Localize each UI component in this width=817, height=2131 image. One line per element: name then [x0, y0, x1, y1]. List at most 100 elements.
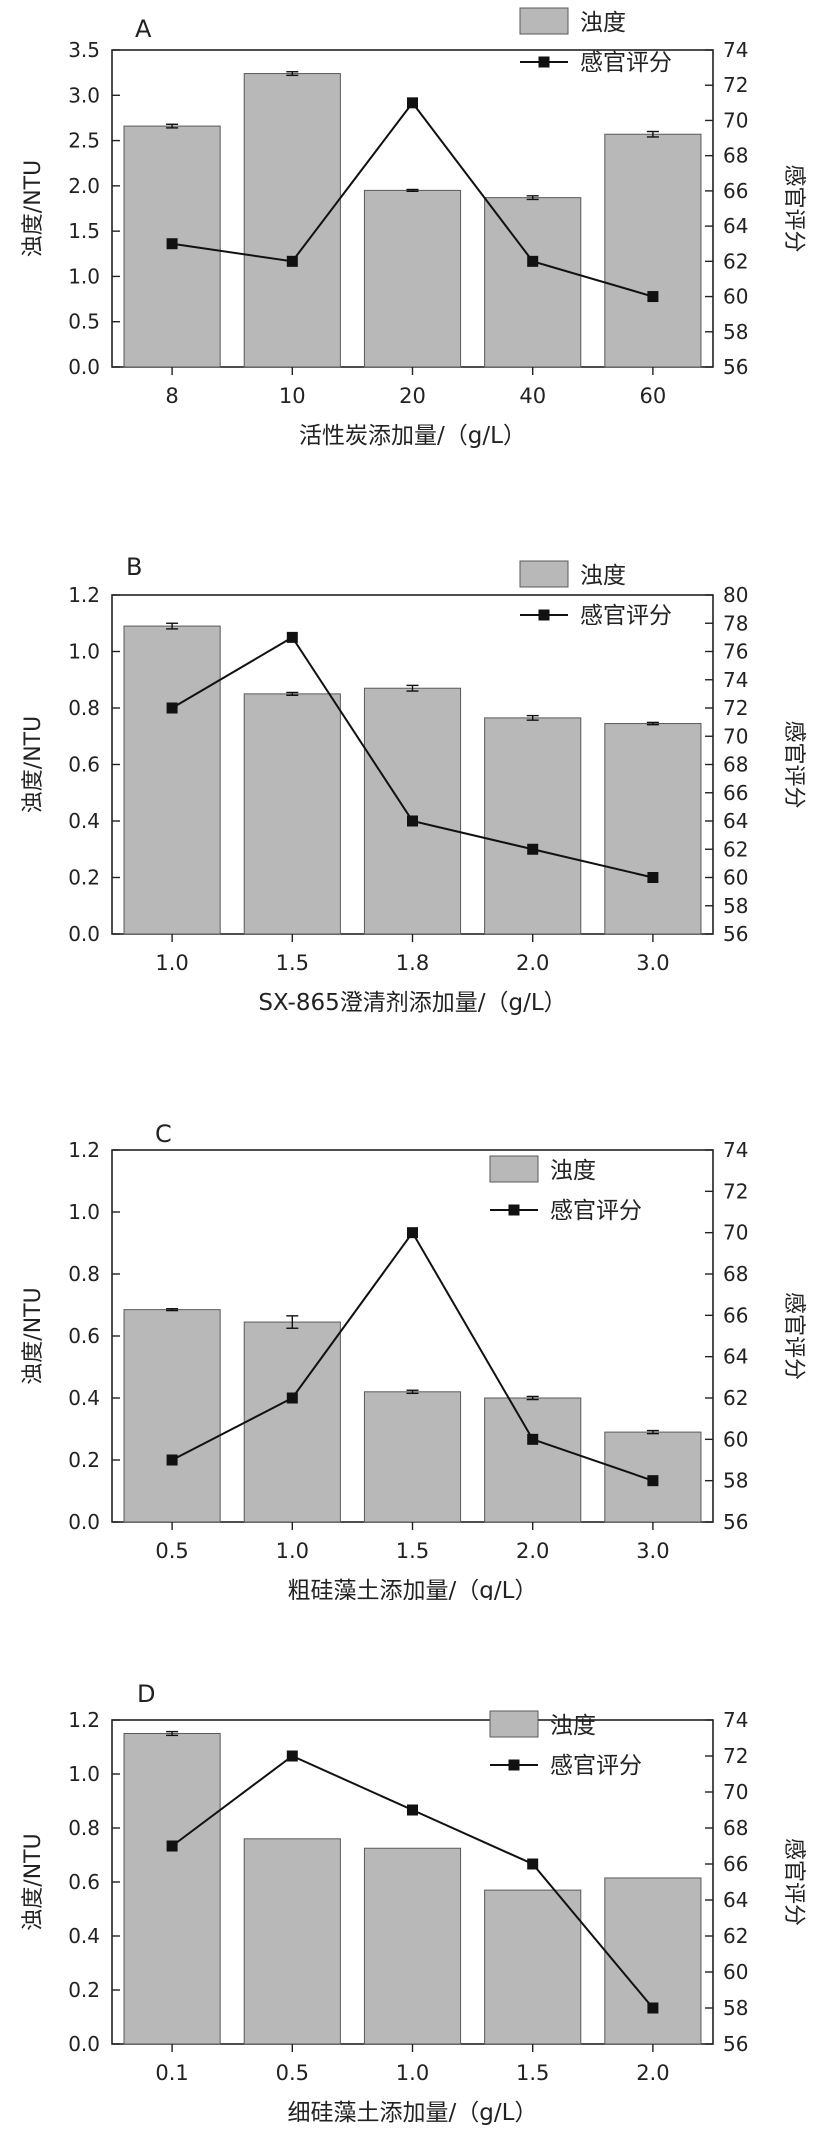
x-tick-label: 1.5: [516, 2061, 549, 2085]
left-tick-label: 3.0: [68, 83, 100, 107]
sensory-score-marker: [527, 843, 539, 855]
turbidity-bar: [243, 1838, 341, 2045]
chart-panel-c: 0.0 0.2 0.4 0.6 0.8 1.0 1.2 56 58 60 62 64 66 68 70 72 7…: [21, 1120, 806, 1600]
left-tick-label: 0.8: [68, 1816, 100, 1840]
left-axis-title: 浊度/NTU: [21, 1833, 46, 1930]
chart-panel-b: 0.0 0.2 0.4 0.6 0.8 1.0 1.2 56 58 60 62 64 66 68 70 72 7…: [21, 553, 806, 1015]
right-tick-label: 60: [723, 285, 748, 309]
right-axis-title: 感官评分: [781, 164, 806, 252]
sensory-score-marker: [407, 815, 418, 827]
left-tick-label: 3.5: [68, 38, 100, 62]
legend-bar-label: 浊度: [580, 10, 626, 36]
turbidity-bar: [243, 73, 341, 368]
legend-line-marker: [508, 1759, 520, 1771]
left-tick-label: 0.6: [68, 1324, 100, 1348]
right-axis-title: 感官评分: [781, 1838, 806, 1926]
legend-bar-swatch: [519, 7, 569, 35]
turbidity-bar: [123, 625, 221, 935]
right-tick-label: 68: [723, 144, 748, 168]
legend-bar-label: 浊度: [550, 1158, 596, 1184]
turbidity-bar: [243, 693, 341, 935]
x-tick-label: 20: [399, 384, 426, 408]
legend-bar-label: 浊度: [550, 1713, 596, 1739]
x-tick-label: 10: [279, 384, 306, 408]
x-tick-label: 2.0: [636, 2061, 669, 2085]
legend-bar-swatch: [519, 560, 569, 588]
x-tick-label: 8: [165, 384, 178, 408]
legend-line-label: 感官评分: [550, 1198, 642, 1224]
right-tick-label: 56: [723, 1510, 748, 1534]
panel-label: B: [126, 553, 142, 581]
right-tick-label: 70: [723, 108, 748, 132]
panel-label: A: [135, 15, 152, 43]
legend-line-marker: [508, 1204, 520, 1216]
right-tick-label: 60: [723, 866, 748, 890]
right-tick-label: 78: [723, 611, 748, 635]
chart-panel-a: 0.0 0.5 1.0 1.5 2.0 2.5 3.0 3.5 56 58 60 62 64 66 68 70…: [21, 7, 806, 449]
right-tick-label: 64: [723, 1888, 748, 1912]
sensory-score-marker: [166, 1454, 178, 1466]
right-tick-label: 70: [723, 1221, 748, 1245]
left-tick-label: 0.4: [68, 809, 100, 833]
left-tick-label: 2.5: [68, 129, 100, 153]
sensory-score-marker: [407, 97, 418, 109]
turbidity-bar: [363, 189, 462, 368]
x-axis-title: 活性炭添加量/（g/L）: [299, 423, 526, 449]
right-tick-label: 66: [723, 1852, 748, 1876]
turbidity-bar: [484, 717, 582, 935]
x-axis-title: 细硅藻土添加量/（g/L）: [288, 2100, 538, 2126]
turbidity-bar: [484, 1397, 582, 1523]
sensory-score-marker: [647, 291, 659, 303]
turbidity-bar: [604, 133, 702, 368]
right-tick-label: 62: [723, 1386, 748, 1410]
legend-line-label: 感官评分: [580, 603, 672, 629]
legend-line-label: 感官评分: [580, 50, 672, 76]
x-tick-label: 1.5: [276, 951, 309, 975]
right-tick-label: 58: [723, 1996, 748, 2020]
x-axis-title: SX-865澄清剂添加量/（g/L）: [258, 990, 566, 1015]
chart-panel-d: 0.0 0.2 0.4 0.6 0.8 1.0 1.2 56 58 60 62 64 66 68 70 72 7…: [21, 1680, 806, 2126]
left-axis-title: 浊度/NTU: [21, 160, 46, 257]
right-tick-label: 60: [723, 1960, 748, 1984]
turbidity-bar: [604, 1877, 702, 2045]
turbidity-bar: [123, 1309, 221, 1523]
x-tick-label: 1.0: [276, 1539, 309, 1563]
left-tick-label: 0.4: [68, 1924, 100, 1948]
x-axis-title: 粗硅藻土添加量/（g/L）: [288, 1578, 538, 1600]
right-tick-label: 60: [723, 1427, 748, 1451]
sensory-score-marker: [286, 1750, 298, 1762]
left-tick-label: 2.0: [68, 174, 100, 198]
sensory-score-marker: [407, 1227, 418, 1239]
legend-line-marker: [538, 56, 550, 68]
sensory-score-marker: [647, 2002, 659, 2014]
right-tick-label: 56: [723, 2032, 748, 2056]
turbidity-bar: [484, 197, 582, 368]
right-tick-label: 68: [723, 1262, 748, 1286]
right-tick-label: 62: [723, 249, 748, 273]
sensory-score-marker: [286, 1392, 298, 1404]
right-tick-label: 70: [723, 724, 748, 748]
x-tick-label: 3.0: [636, 951, 669, 975]
right-tick-label: 66: [723, 1303, 748, 1327]
left-tick-label: 0.2: [68, 1448, 100, 1472]
turbidity-bar: [123, 1733, 221, 2045]
x-tick-label: 40: [519, 384, 546, 408]
right-tick-label: 58: [723, 894, 748, 918]
right-axis-title: 感官评分: [781, 720, 806, 808]
left-tick-label: 1.0: [68, 640, 100, 664]
right-tick-label: 68: [723, 1816, 748, 1840]
right-tick-label: 66: [723, 179, 748, 203]
legend-bar-label: 浊度: [580, 563, 626, 589]
x-tick-label: 1.5: [396, 1539, 429, 1563]
sensory-score-marker: [647, 872, 659, 883]
sensory-score-marker: [286, 255, 298, 267]
x-tick-label: 3.0: [636, 1539, 669, 1563]
right-tick-label: 74: [723, 1138, 748, 1162]
left-tick-label: 0.0: [68, 355, 100, 379]
right-tick-label: 62: [723, 837, 748, 861]
left-tick-label: 0.5: [68, 310, 100, 334]
sensory-score-marker: [527, 1858, 539, 1870]
right-tick-label: 80: [723, 583, 748, 607]
x-tick-label: 2.0: [516, 951, 549, 975]
